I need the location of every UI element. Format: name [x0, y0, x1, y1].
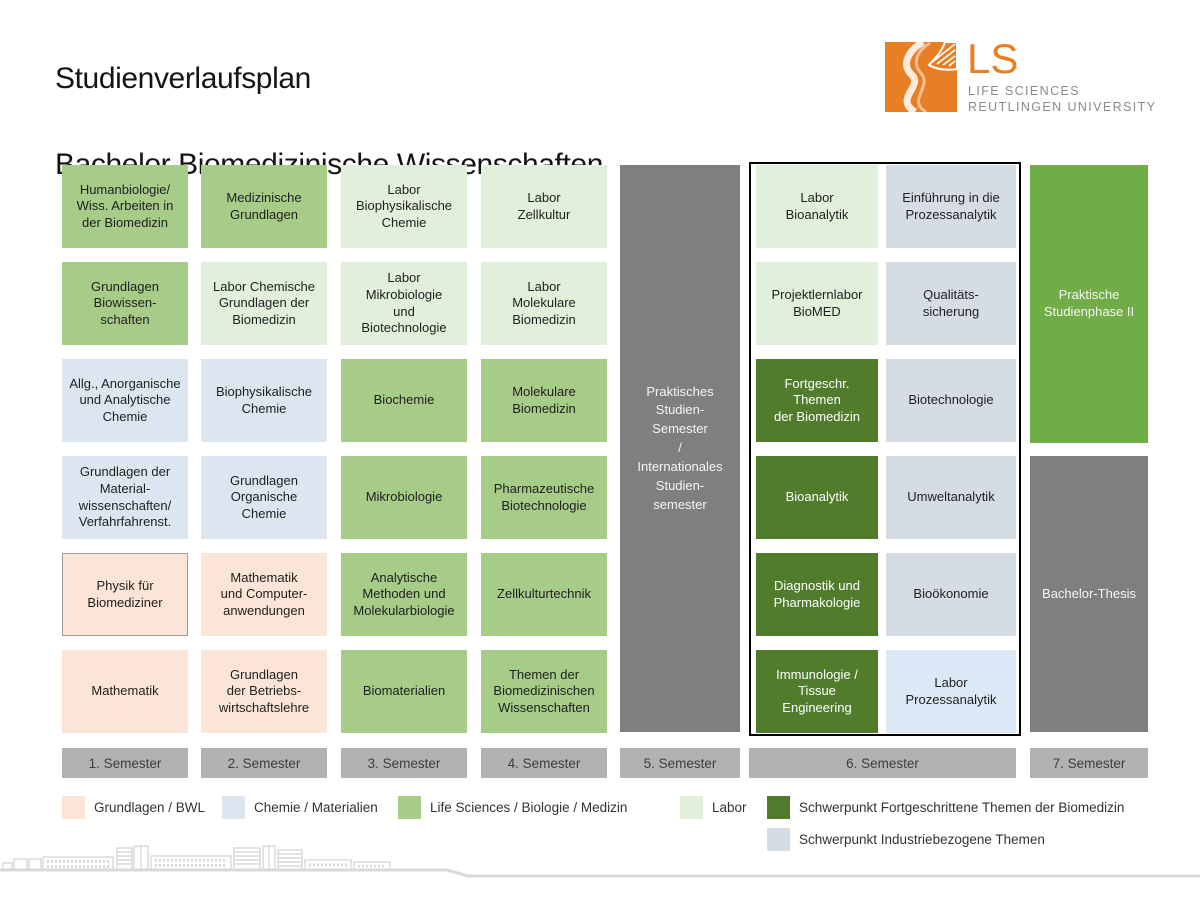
semester-bar-4: 4. Semester [481, 748, 607, 778]
course-projektlernlabor-biomed: Projektlernlabor BioMED [756, 262, 878, 345]
semester-6-left-column: Labor Bioanalytik Projektlernlabor BioME… [756, 165, 878, 733]
course-analytische-methoden-molekularbiologie: Analytische Methoden und Molekularbiolog… [341, 553, 467, 636]
semester-bar-6: 6. Semester [749, 748, 1016, 778]
legend-label-chemie: Chemie / Materialien [254, 800, 378, 815]
course-diagnostik-pharmakologie: Diagnostik und Pharmakologie [756, 553, 878, 636]
legend-label-grundlagen: Grundlagen / BWL [94, 800, 206, 815]
legend-swatch-life-sciences [398, 796, 421, 819]
university-logo-icon [885, 42, 957, 112]
course-medizinische-grundlagen: Medizinische Grundlagen [201, 165, 327, 248]
block-bachelor-thesis: Bachelor-Thesis [1030, 456, 1148, 732]
legend-swatch-grundlagen [62, 796, 85, 819]
legend-swatch-chemie [222, 796, 245, 819]
course-bioanalytik: Bioanalytik [756, 456, 878, 539]
semester-7-column: Praktische Studienphase II Bachelor-Thes… [1030, 165, 1148, 732]
semester-4-column: Labor Zellkultur Labor Molekulare Biomed… [481, 165, 607, 733]
legend-item-schwerpunkt-industrie: Schwerpunkt Industriebezogene Themen [767, 828, 1045, 851]
legend-label-labor: Labor [712, 800, 747, 815]
page-title-line1: Studienverlaufsplan [55, 62, 311, 95]
course-grundlagen-organische-chemie: Grundlagen Organische Chemie [201, 456, 327, 539]
legend-swatch-schwerpunkt-industrie [767, 828, 790, 851]
block-praktische-studienphase-2: Praktische Studienphase II [1030, 165, 1148, 443]
course-immunologie-tissue-engineering: Immunologie / Tissue Engineering [756, 650, 878, 733]
course-humanbiologie: Humanbiologie/ Wiss. Arbeiten in der Bio… [62, 165, 188, 248]
legend-label-life-sciences: Life Sciences / Biologie / Medizin [430, 800, 628, 815]
course-biooekonomie: Bioökonomie [886, 553, 1016, 636]
course-einfuehrung-prozessanalytik: Einführung in die Prozessanalytik [886, 165, 1016, 248]
course-labor-biophysikalische-chemie: Labor Biophysikalische Chemie [341, 165, 467, 248]
campus-skyline-graphic [0, 845, 1200, 878]
semester-6-right-column: Einführung in die Prozessanalytik Qualit… [886, 165, 1016, 733]
course-mathematik-computeranwendungen: Mathematik und Computer- anwendungen [201, 553, 327, 636]
semester-bar-5: 5. Semester [620, 748, 740, 778]
course-labor-zellkultur: Labor Zellkultur [481, 165, 607, 248]
course-mathematik: Mathematik [62, 650, 188, 733]
course-labor-chemische-grundlagen: Labor Chemische Grundlagen der Biomedizi… [201, 262, 327, 345]
course-molekulare-biomedizin: Molekulare Biomedizin [481, 359, 607, 442]
logo-subtitle-2: REUTLINGEN UNIVERSITY [968, 100, 1157, 114]
course-labor-mikrobiologie-biotechnologie: Labor Mikrobiologie und Biotechnologie [341, 262, 467, 345]
course-biotechnologie: Biotechnologie [886, 359, 1016, 442]
course-biomaterialien: Biomaterialien [341, 650, 467, 733]
logo-abbr: LS [967, 35, 1019, 82]
legend-label-schwerpunkt-industrie: Schwerpunkt Industriebezogene Themen [799, 832, 1045, 847]
course-biophysikalische-chemie: Biophysikalische Chemie [201, 359, 327, 442]
semester-3-column: Labor Biophysikalische Chemie Labor Mikr… [341, 165, 467, 733]
block-praktisches-studiensemester: Praktisches Studien- Semester / Internat… [620, 165, 740, 732]
course-pharmazeutische-biotechnologie: Pharmazeutische Biotechnologie [481, 456, 607, 539]
semester-2-column: Medizinische Grundlagen Labor Chemische … [201, 165, 327, 733]
semester-bar-2: 2. Semester [201, 748, 327, 778]
course-grundlagen-biowissenschaften: Grundlagen Biowissen- schaften [62, 262, 188, 345]
course-labor-molekulare-biomedizin: Labor Molekulare Biomedizin [481, 262, 607, 345]
course-labor-prozessanalytik: Labor Prozessanalytik [886, 650, 1016, 733]
course-umweltanalytik: Umweltanalytik [886, 456, 1016, 539]
legend-item-chemie: Chemie / Materialien [222, 796, 378, 819]
course-qualitaetssicherung: Qualitäts- sicherung [886, 262, 1016, 345]
semester-bar-3: 3. Semester [341, 748, 467, 778]
course-materialwissenschaften: Grundlagen der Material- wissenschaften/… [62, 456, 188, 539]
course-grundlagen-bwl: Grundlagen der Betriebs- wirtschaftslehr… [201, 650, 327, 733]
course-biochemie: Biochemie [341, 359, 467, 442]
legend-item-labor: Labor [680, 796, 747, 819]
legend-label-schwerpunkt-fortgeschritten: Schwerpunkt Fortgeschrittene Themen der … [799, 800, 1125, 815]
course-zellkulturtechnik: Zellkulturtechnik [481, 553, 607, 636]
legend-swatch-schwerpunkt-fortgeschritten [767, 796, 790, 819]
course-physik-fuer-biomediziner: Physik für Biomediziner [62, 553, 188, 636]
semester-bar-1: 1. Semester [62, 748, 188, 778]
course-allg-anorganische-chemie: Allg., Anorganische und Analytische Chem… [62, 359, 188, 442]
legend-item-grundlagen: Grundlagen / BWL [62, 796, 205, 819]
course-mikrobiologie: Mikrobiologie [341, 456, 467, 539]
course-labor-bioanalytik: Labor Bioanalytik [756, 165, 878, 248]
course-themen-biomedizinische-wissenschaften: Themen der Biomedizinischen Wissenschaft… [481, 650, 607, 733]
legend-swatch-labor [680, 796, 703, 819]
legend-item-schwerpunkt-fortgeschritten: Schwerpunkt Fortgeschrittene Themen der … [767, 796, 1124, 819]
semester-bar-7: 7. Semester [1030, 748, 1148, 778]
course-fortgeschrittene-themen-biomedizin: Fortgeschr. Themen der Biomedizin [756, 359, 878, 442]
logo-subtitle-1: LIFE SCIENCES [968, 84, 1080, 98]
legend-item-life-sciences: Life Sciences / Biologie / Medizin [398, 796, 627, 819]
semester-1-column: Humanbiologie/ Wiss. Arbeiten in der Bio… [62, 165, 188, 733]
